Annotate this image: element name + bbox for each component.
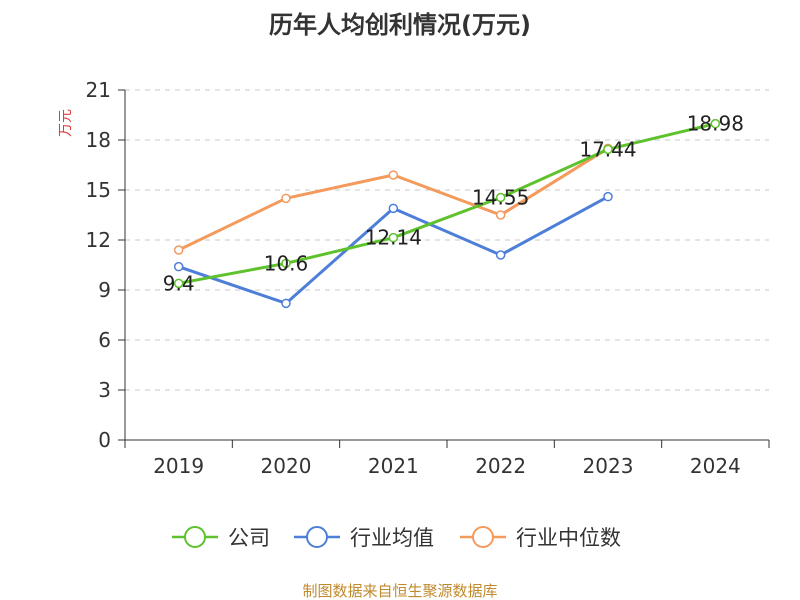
legend-marker [472,526,494,548]
data-point[interactable] [388,203,399,214]
legend-item-1[interactable]: 行业均值 [294,526,434,550]
data-point[interactable] [603,144,613,155]
data-point[interactable] [388,232,399,243]
x-tick-label: 2023 [583,454,634,478]
data-point[interactable] [281,298,291,309]
y-tick-label: 6 [98,328,111,352]
data-label: 18.98 [687,112,744,136]
data-point[interactable] [603,191,613,202]
data-point[interactable] [173,261,184,272]
data-point[interactable] [173,245,184,255]
y-tick-label: 3 [98,378,111,402]
x-tick-label: 2019 [153,454,204,478]
data-point[interactable] [388,170,399,180]
gridlines [125,89,769,391]
y-tick-label: 0 [98,428,111,452]
legend-item-0[interactable]: 公司 [172,526,270,550]
legend-label: 行业均值 [350,526,434,550]
source-note: 制图数据来自恒生聚源数据库 [302,582,497,600]
data-label: 17.44 [579,137,636,161]
series-line [178,122,716,285]
x-tick-label: 2021 [368,454,419,478]
data-point[interactable] [710,118,721,129]
data-point[interactable] [495,210,506,220]
legend-marker [184,526,206,548]
x-tick-label: 2024 [690,454,741,478]
data-point[interactable] [173,278,184,289]
x-tick-label: 2022 [475,454,526,478]
y-tick-label: 15 [86,178,111,202]
series-0 [173,118,721,289]
legend[interactable]: 公司 行业均值 行业中位数 [172,526,621,550]
axes: 0 3 6 9 12 15 18 21 2019 2020 2021 2022 2023 2024 [86,78,770,478]
data-point[interactable] [281,258,291,269]
chart-title: 历年人均创利情况(万元) [269,11,531,39]
legend-label: 行业中位数 [516,526,621,550]
legend-item-2[interactable]: 行业中位数 [460,526,621,550]
series-1 [173,191,613,309]
x-tick-label: 2020 [261,454,312,478]
y-tick-label: 18 [86,128,111,152]
data-label: 9.4 [163,271,195,295]
series-lines [173,118,721,309]
data-point[interactable] [495,192,506,203]
data-point[interactable] [281,193,291,204]
y-tick-label: 12 [86,228,111,252]
data-label: 14.55 [472,186,529,210]
data-label: 12.14 [365,226,422,250]
data-labels: 9.4 10.6 12.14 14.55 17.44 18.98 [163,112,744,296]
y-axis-label: 万元 [58,109,74,137]
legend-label: 公司 [228,526,270,550]
data-point[interactable] [495,250,506,260]
data-label: 10.6 [264,251,309,275]
y-tick-label: 9 [98,278,111,302]
legend-marker [306,526,328,548]
y-tick-label: 21 [86,78,111,102]
